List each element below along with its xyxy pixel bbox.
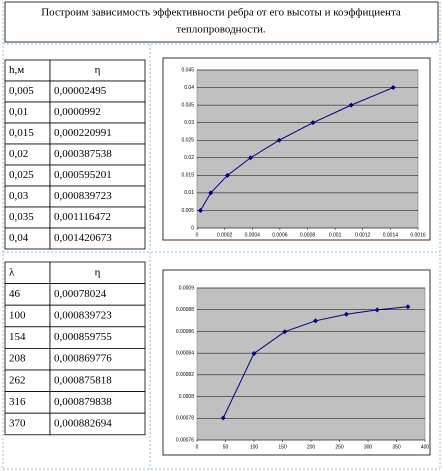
x-tick-label: 0.0014: [383, 232, 399, 238]
table-value: 0,001420673: [54, 232, 112, 244]
y-tick-label: 0: [191, 225, 194, 231]
x-tick-label: 50: [223, 444, 229, 450]
y-tick-label: 0.035: [181, 102, 194, 108]
table-value: 100: [9, 310, 26, 322]
y-tick-label: 0.00086: [176, 329, 194, 335]
y-tick-label: 0.015: [181, 173, 194, 179]
table-value: 0,000879838: [54, 396, 112, 408]
data-point: [197, 207, 203, 213]
plot-area: [196, 69, 419, 229]
table-value: 0,01: [9, 106, 28, 118]
table-value: 0,015: [9, 127, 34, 139]
table-header: η: [95, 266, 101, 278]
table-header: h,м: [9, 64, 24, 76]
data-point: [276, 137, 282, 143]
data-point: [220, 415, 226, 421]
table-value: 0,04: [9, 232, 29, 244]
table-value: 208: [9, 353, 26, 365]
data-point: [313, 318, 319, 324]
y-tick-label: 0.00088: [176, 307, 194, 313]
x-tick-label: 150: [278, 444, 287, 450]
x-tick-label: 0: [196, 444, 199, 450]
y-tick-label: 0.04: [184, 85, 194, 91]
table-value: 0,000387538: [54, 148, 112, 160]
x-tick-label: 100: [250, 444, 259, 450]
x-tick-label: 200: [307, 444, 316, 450]
data-point: [348, 102, 354, 108]
y-tick-label: 0.00076: [176, 437, 194, 443]
x-tick-label: 0.0008: [300, 232, 316, 238]
table-value: 0,025: [9, 169, 34, 181]
table-header: η: [95, 64, 101, 76]
table-cell: [49, 227, 146, 250]
data-point: [310, 120, 316, 126]
y-tick-label: 0.0008: [179, 394, 195, 400]
x-tick-label: 0: [196, 232, 199, 238]
data-point: [208, 190, 214, 196]
y-tick-label: 0.00082: [176, 372, 194, 378]
x-tick-label: 0.001: [329, 232, 342, 238]
y-tick-label: 0.005: [181, 208, 194, 214]
data-point: [251, 350, 257, 356]
y-tick-label: 0.045: [181, 67, 194, 73]
table-value: 0,000882694: [54, 418, 112, 430]
data-point: [374, 307, 380, 313]
table-cell: [49, 412, 146, 436]
data-point: [343, 311, 349, 317]
table-value: 0,000595201: [54, 169, 112, 181]
table-value: 46: [9, 288, 21, 300]
y-tick-label: 0.00084: [176, 350, 194, 356]
y-tick-label: 0.01: [184, 190, 194, 196]
table-value: 0,005: [9, 85, 34, 97]
data-point: [248, 155, 254, 161]
table-value: 0,0000992: [54, 106, 101, 118]
table-value: 0,000839723: [54, 310, 112, 322]
y-tick-label: 0.00078: [176, 416, 194, 422]
table-value: 0,03: [9, 190, 29, 202]
x-tick-label: 0.0004: [245, 232, 261, 238]
table-value: 316: [9, 396, 26, 408]
x-tick-label: 0.0002: [217, 232, 233, 238]
y-tick-label: 0.02: [184, 155, 194, 161]
table-value: 0,00078024: [54, 288, 107, 300]
table-value: 0,035: [9, 211, 34, 223]
y-tick-label: 0.025: [181, 138, 194, 144]
x-tick-label: 0.0006: [272, 232, 288, 238]
title-line: теплопроводности.: [176, 24, 266, 36]
y-tick-label: 0.03: [184, 120, 194, 126]
data-point: [282, 329, 288, 335]
y-tick-label: 0.0009: [179, 285, 195, 291]
table-value: 0,000869776: [54, 353, 112, 365]
table-header: λ: [9, 266, 15, 278]
plot-area: [196, 287, 426, 441]
title-box: [4, 1, 439, 43]
table-value: 0,00002495: [54, 85, 107, 97]
table-value: 0,000859755: [54, 331, 112, 343]
table-value: 0,000839723: [54, 190, 112, 202]
table-value: 0,02: [9, 148, 28, 160]
data-point: [390, 85, 396, 91]
table-value: 262: [9, 374, 26, 386]
table-value: 0,000875818: [54, 374, 112, 386]
data-point: [405, 304, 411, 310]
data-point: [225, 172, 231, 178]
x-tick-label: 0.0012: [355, 232, 371, 238]
table-value: 0,000220991: [54, 127, 112, 139]
x-tick-label: 400: [421, 444, 430, 450]
title-line: Построим зависимость эффективности ребра…: [41, 7, 401, 19]
x-tick-label: 250: [335, 444, 344, 450]
data-line: [200, 87, 394, 211]
table-value: 370: [9, 418, 26, 430]
table-value: 154: [9, 331, 26, 343]
x-tick-label: 350: [392, 444, 401, 450]
x-tick-label: 0.0016: [410, 232, 426, 238]
x-tick-label: 300: [364, 444, 373, 450]
table-value: 0,001116472: [54, 211, 111, 223]
